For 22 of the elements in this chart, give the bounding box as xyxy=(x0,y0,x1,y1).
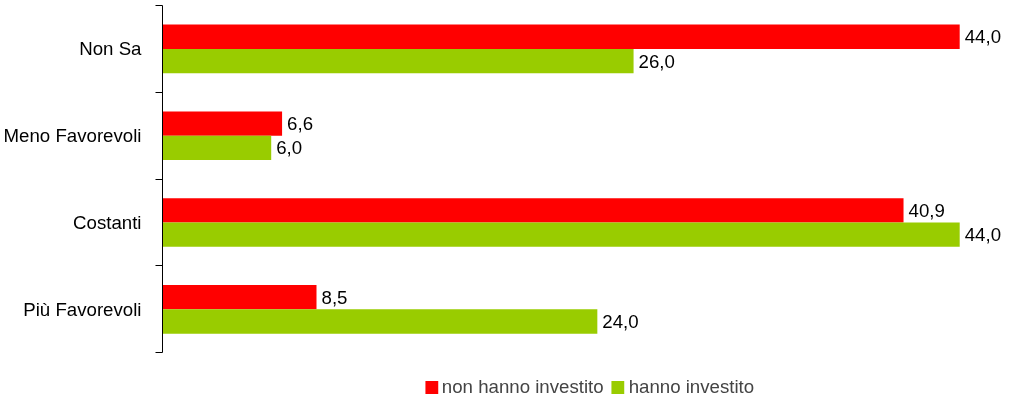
bar xyxy=(162,309,598,334)
bar xyxy=(162,48,634,74)
data-label: 44,0 xyxy=(964,26,1002,48)
data-label: 6,6 xyxy=(287,113,314,135)
legend-label: non hanno investito xyxy=(441,376,604,398)
legend-label: hanno investito xyxy=(628,376,755,398)
data-label: 26,0 xyxy=(638,50,675,72)
y-tick-label: Più Favorevoli xyxy=(23,298,142,320)
data-label: 40,9 xyxy=(908,199,945,221)
data-label: 6,0 xyxy=(276,137,303,159)
y-tick-label: Costanti xyxy=(73,212,142,234)
bar xyxy=(162,198,904,223)
bar xyxy=(162,135,272,161)
data-label: 24,0 xyxy=(602,311,639,332)
data-label: 44,0 xyxy=(964,224,1002,246)
data-label: 8,5 xyxy=(321,286,348,308)
y-tick-label: Non Sa xyxy=(79,38,143,60)
bar xyxy=(162,222,960,247)
bar xyxy=(162,24,960,49)
bar xyxy=(162,111,283,136)
y-tick-label: Meno Favorevoli xyxy=(3,125,142,147)
bar xyxy=(162,285,317,310)
